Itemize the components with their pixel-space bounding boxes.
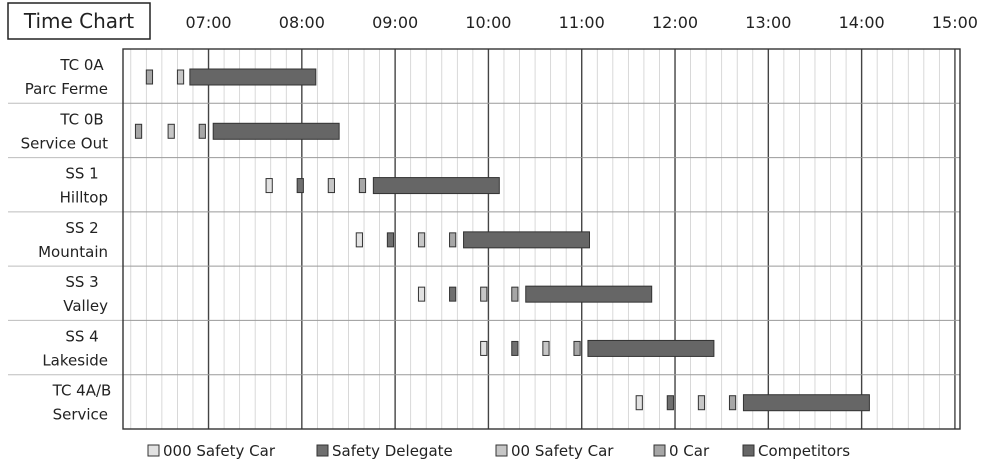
x-tick-label: 14:00 — [839, 13, 885, 32]
legend-item: 0 Car — [653, 442, 710, 460]
x-tick-label: 11:00 — [559, 13, 605, 32]
legend: 000 Safety Car Safety Delegate 00 Safety C… — [147, 442, 850, 460]
bar-000-safety-car — [265, 178, 273, 194]
row-label-name: Service — [53, 406, 108, 424]
bar-competitors — [463, 231, 591, 249]
bar-00-safety-car — [697, 395, 706, 411]
x-tick-label: 08:00 — [279, 13, 325, 32]
x-tick-label: 07:00 — [185, 13, 231, 32]
row-label-code: TC 0A — [59, 56, 104, 74]
legend-label: Safety Delegate — [332, 442, 453, 460]
bar-competitors — [587, 339, 715, 357]
bar-00-safety-car — [480, 286, 488, 302]
bar-000-safety-car — [417, 286, 426, 302]
bar-competitors — [372, 177, 500, 195]
bar-00-safety-car — [542, 340, 550, 356]
x-tick-label: 10:00 — [465, 13, 511, 32]
row-label-code: SS 2 — [65, 219, 98, 237]
row-label-name: Parc Ferme — [25, 80, 108, 98]
bar-000-safety-car — [635, 395, 643, 411]
legend-item: 00 Safety Car — [495, 442, 614, 460]
x-tick-label: 13:00 — [745, 13, 791, 32]
bar-000-safety-car — [480, 340, 488, 356]
legend-label: 00 Safety Car — [511, 442, 614, 460]
row-labels: TC 0A Parc Ferme TC 0B Service Out SS 1 Hillt… — [21, 56, 112, 424]
bar-00-safety-car — [327, 178, 335, 194]
bar-competitors — [189, 68, 317, 86]
legend-item: 000 Safety Car — [147, 442, 276, 460]
x-axis-ticks: 07:00 08:00 09:00 10:00 11:00 12:00 13:00 14:00… — [185, 13, 978, 32]
bar-competitors — [525, 285, 653, 303]
bar-0-car — [449, 232, 457, 248]
bar-competitors — [212, 122, 340, 140]
bar-00-safety-car — [176, 69, 185, 85]
bar-safety-delegate — [296, 178, 304, 194]
row-label-name: Valley — [63, 297, 108, 315]
row-label-code: SS 4 — [65, 327, 98, 345]
row-label-name: Mountain — [38, 243, 108, 261]
row-label-name: Hilltop — [60, 189, 108, 207]
bar-safety-delegate — [386, 232, 395, 248]
legend-item: Competitors — [742, 442, 850, 460]
x-tick-label: 12:00 — [652, 13, 698, 32]
bar-safety-delegate — [666, 395, 674, 411]
legend-swatch — [495, 444, 508, 457]
legend-swatch — [316, 444, 329, 457]
x-tick-label: 15:00 — [932, 13, 978, 32]
bar-0-car — [511, 286, 519, 302]
bar-00-safety-car — [417, 232, 426, 248]
bar-competitors — [742, 394, 870, 412]
legend-label: Competitors — [758, 442, 850, 460]
row-label-code: SS 1 — [65, 165, 98, 183]
bar-00-safety-car — [167, 123, 175, 139]
bar-safety-delegate — [449, 286, 457, 302]
chart-title-box: Time Chart — [7, 2, 151, 40]
legend-label: 0 Car — [669, 442, 710, 460]
x-tick-label: 09:00 — [372, 13, 418, 32]
bar-0-car — [134, 123, 143, 139]
bar-0-car — [198, 123, 206, 139]
bar-0-car — [728, 395, 737, 411]
row-label-code: TC 0B — [59, 110, 103, 128]
legend-swatch — [653, 444, 666, 457]
row-label-code: SS 3 — [65, 273, 98, 291]
legend-item: Safety Delegate — [316, 442, 453, 460]
bars — [134, 68, 870, 412]
bar-0-car — [145, 69, 154, 85]
row-label-name: Lakeside — [42, 351, 108, 369]
plot-frame — [122, 48, 961, 430]
chart-title: Time Chart — [23, 9, 134, 33]
legend-label: 000 Safety Car — [163, 442, 276, 460]
bar-0-car — [573, 340, 581, 356]
row-label-name: Service Out — [21, 134, 109, 152]
chart-grid — [8, 48, 961, 430]
legend-swatch — [742, 444, 755, 457]
bar-0-car — [358, 178, 367, 194]
bar-safety-delegate — [511, 340, 519, 356]
bar-000-safety-car — [355, 232, 363, 248]
legend-swatch — [147, 444, 160, 457]
row-label-code: TC 4A/B — [52, 382, 112, 400]
